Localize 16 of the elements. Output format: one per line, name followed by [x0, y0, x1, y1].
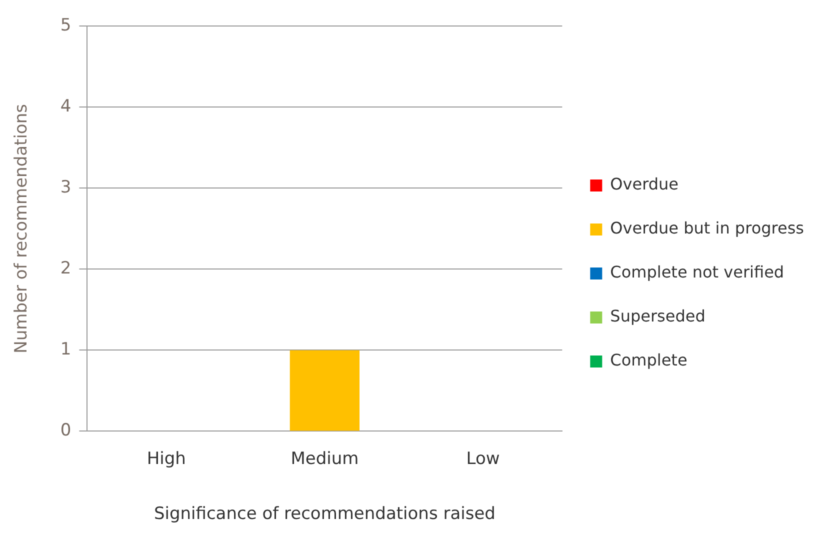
legend-label: Superseded [610, 306, 706, 326]
legend-label: Overdue but in progress [610, 218, 804, 238]
y-axis-title: Number of recommendations [12, 104, 32, 354]
x-axis-title: Significance of recommendations raised [154, 504, 496, 524]
y-tick-label: 2 [60, 258, 72, 279]
x-tick-label: Low [466, 448, 500, 469]
y-tick-label: 4 [60, 96, 72, 117]
legend-label: Overdue [610, 174, 679, 194]
legend-label: Complete not verified [610, 262, 784, 282]
legend-label: Complete [610, 350, 688, 370]
x-tick-label: High [146, 448, 186, 469]
y-tick-label: 1 [60, 340, 72, 360]
y-tick-label: 0 [60, 420, 72, 441]
y-tick-label: 5 [60, 16, 72, 36]
y-tick-label: 3 [60, 178, 72, 198]
x-tick-label: Medium [290, 448, 359, 469]
